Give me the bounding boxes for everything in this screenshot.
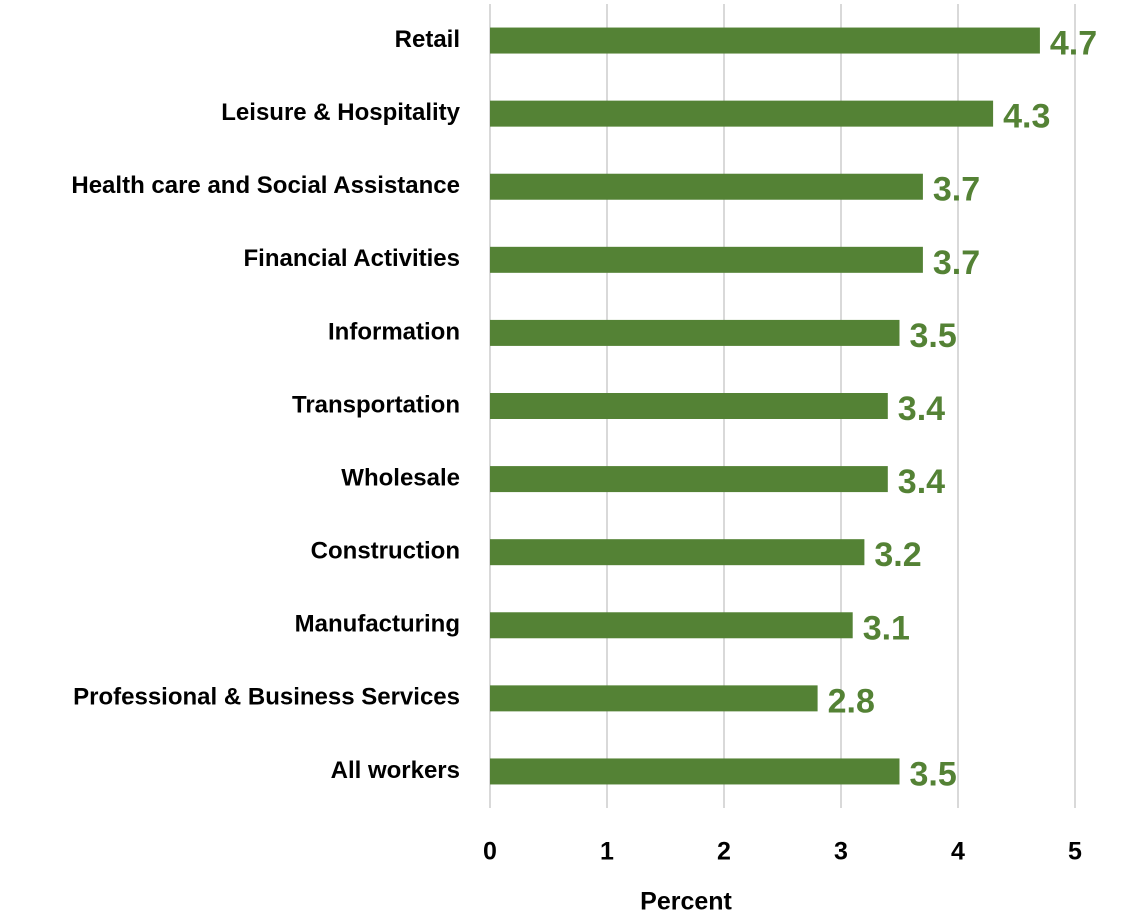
bar xyxy=(490,27,1040,54)
x-tick-label: 3 xyxy=(834,838,848,866)
y-tick-label: Professional & Business Services xyxy=(73,684,460,711)
data-label: 3.4 xyxy=(898,463,945,501)
data-label: 2.8 xyxy=(828,682,875,720)
y-tick-label: Transportation xyxy=(292,391,460,418)
data-label: 4.7 xyxy=(1050,25,1097,63)
data-label: 3.1 xyxy=(863,609,910,647)
data-label: 3.5 xyxy=(910,755,957,793)
data-label: 4.3 xyxy=(1003,98,1050,136)
y-tick-label: Retail xyxy=(395,26,460,53)
data-label: 3.7 xyxy=(933,244,980,282)
y-tick-label: All workers xyxy=(331,757,460,784)
bar xyxy=(490,319,900,346)
bar xyxy=(490,612,853,639)
x-tick-label: 4 xyxy=(951,838,965,866)
bar xyxy=(490,246,923,273)
bar xyxy=(490,539,865,566)
y-tick-label: Financial Activities xyxy=(243,245,460,272)
bar xyxy=(490,393,888,419)
data-label: 3.4 xyxy=(898,390,945,428)
bar xyxy=(490,173,923,200)
x-axis-label: Percent xyxy=(640,888,732,916)
data-label: 3.2 xyxy=(874,536,921,574)
y-tick-label: Manufacturing xyxy=(295,611,460,638)
x-tick-label: 1 xyxy=(600,838,614,866)
x-tick-label: 0 xyxy=(483,838,497,866)
bar xyxy=(490,100,994,127)
y-tick-label: Wholesale xyxy=(341,464,460,491)
y-tick-label: Leisure & Hospitality xyxy=(221,99,460,126)
y-tick-label: Information xyxy=(328,318,460,345)
data-label: 3.7 xyxy=(933,171,980,209)
y-tick-label: Health care and Social Assistance xyxy=(71,172,460,199)
bar xyxy=(490,685,818,712)
y-tick-label: Construction xyxy=(311,538,460,565)
x-tick-label: 2 xyxy=(717,838,731,866)
data-label: 3.5 xyxy=(910,317,957,355)
bar xyxy=(490,758,900,785)
x-tick-label: 5 xyxy=(1068,838,1082,866)
bar xyxy=(490,466,888,493)
